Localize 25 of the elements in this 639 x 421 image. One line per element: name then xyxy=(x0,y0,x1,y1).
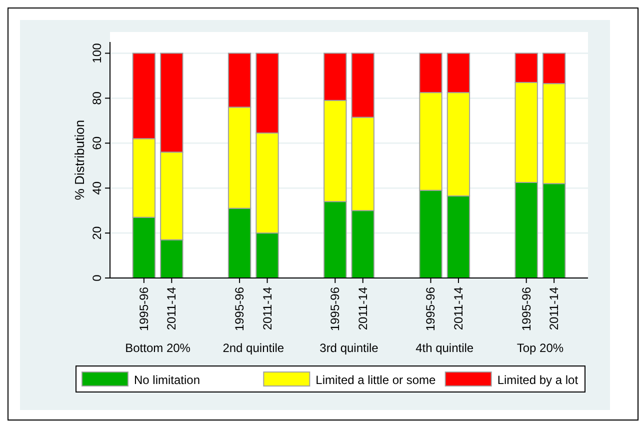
y-tick-label: 100 xyxy=(90,42,104,64)
x-tick-label: 1995-96 xyxy=(424,286,438,332)
y-tick-label: 20 xyxy=(90,226,104,240)
text: 2nd quintile xyxy=(222,341,284,355)
x-tick-label: 2011-14 xyxy=(164,286,179,330)
text: Top 20% xyxy=(516,341,564,355)
y-tick-label: 80 xyxy=(90,91,104,105)
y-tick-label: 0 xyxy=(90,274,104,282)
x-tick-label: 2011-14 xyxy=(451,286,466,330)
x-tick-label: 2011-14 xyxy=(260,286,274,330)
text: Bottom 20% xyxy=(125,341,191,355)
text: 3rd quintile xyxy=(320,341,379,355)
text: 4th quintile xyxy=(416,341,474,355)
legend-label: No limitation xyxy=(134,373,200,387)
legend-label: Limited a little or some xyxy=(316,373,436,387)
x-tick-label: 2011-14 xyxy=(356,286,370,330)
x-tick-label: 1995-96 xyxy=(136,286,151,332)
x-tick-label: 1995-96 xyxy=(519,286,534,332)
x-tick-label: 2011-14 xyxy=(547,286,562,330)
y-tick-label: 60 xyxy=(90,136,104,150)
x-tick-label: 1995-96 xyxy=(232,286,247,332)
y-tick-label: 40 xyxy=(90,181,104,195)
x-tick-label: 1995-96 xyxy=(328,286,342,332)
legend-label: Limited by a lot xyxy=(497,373,579,387)
y-axis-title: % Distribution xyxy=(72,120,87,200)
